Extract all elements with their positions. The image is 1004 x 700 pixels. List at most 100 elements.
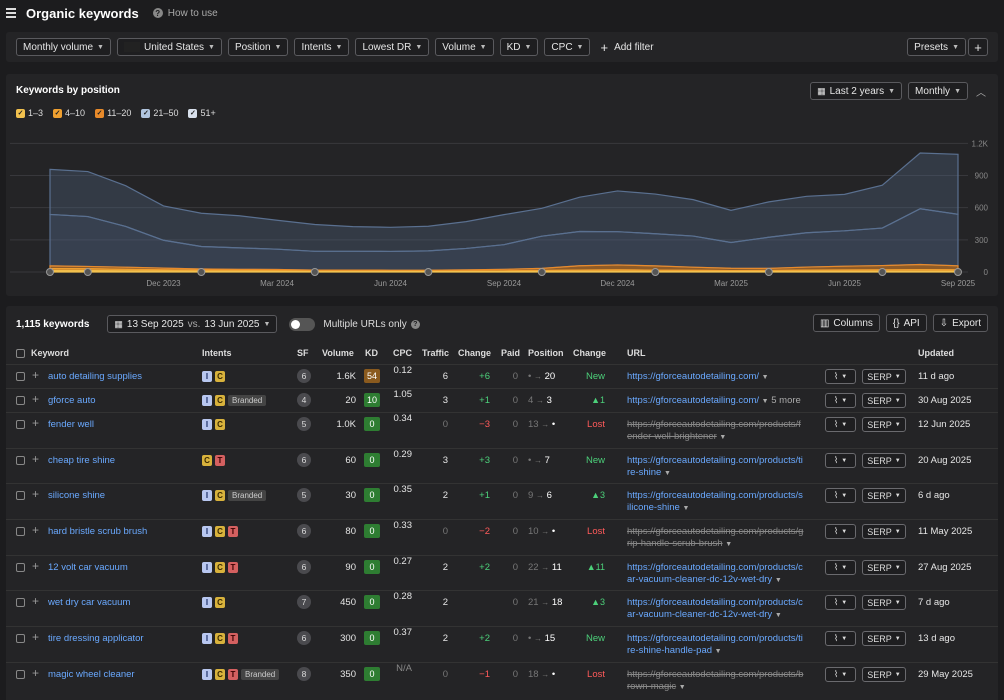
keyword-link[interactable]: cheap tire shine xyxy=(48,455,116,466)
annotation-marker[interactable] xyxy=(310,268,319,276)
collapse-chevron-icon[interactable]: ︿ xyxy=(976,88,986,99)
trend-chart-button[interactable]: ⌇ ▼ xyxy=(825,595,856,610)
select-all-checkbox[interactable] xyxy=(16,349,25,358)
compare-dates-dropdown[interactable]: ▦ 13 Sep 2025 vs. 13 Jun 2025 ▼ xyxy=(107,315,278,333)
col-cpc[interactable]: CPC xyxy=(393,348,413,358)
annotation-marker[interactable] xyxy=(83,268,92,276)
serp-button[interactable]: SERP ▼ xyxy=(862,393,906,408)
url-line-1[interactable]: https://gforceautodetailing.com/products… xyxy=(627,455,803,466)
trend-chart-button[interactable]: ⌇ ▼ xyxy=(825,453,856,468)
url-line-1[interactable]: https://gforceautodetailing.com/products… xyxy=(627,526,804,537)
url-line-1[interactable]: https://gforceautodetailing.com/ xyxy=(627,395,760,406)
annotation-marker[interactable] xyxy=(651,268,660,276)
add-to-list-icon[interactable]: + xyxy=(32,487,40,501)
row-checkbox[interactable] xyxy=(16,396,25,405)
chevron-down-icon[interactable]: ▼ xyxy=(774,577,782,584)
col-keyword[interactable]: Keyword xyxy=(31,348,70,358)
col-position-change[interactable]: Change xyxy=(573,348,607,358)
add-to-list-icon[interactable]: + xyxy=(32,594,40,608)
chevron-down-icon[interactable]: ▼ xyxy=(678,684,686,691)
keyword-link[interactable]: silicone shine xyxy=(48,490,106,501)
keyword-link[interactable]: fender well xyxy=(48,419,94,430)
sf-cell[interactable]: 6 xyxy=(297,524,311,538)
chevron-down-icon[interactable]: ▼ xyxy=(719,434,727,441)
export-button[interactable]: ⇩ Export xyxy=(932,314,988,332)
interval-dropdown[interactable]: Monthly ▼ xyxy=(908,82,968,100)
add-to-list-icon[interactable]: + xyxy=(32,368,40,382)
keyword-link[interactable]: magic wheel cleaner xyxy=(48,669,135,680)
row-checkbox[interactable] xyxy=(16,634,25,643)
serp-button[interactable]: SERP ▼ xyxy=(862,524,906,539)
serp-button[interactable]: SERP ▼ xyxy=(862,417,906,432)
url-line-1[interactable]: https://gforceautodetailing.com/products… xyxy=(627,490,803,501)
keyword-link[interactable]: wet dry car vacuum xyxy=(48,597,131,608)
legend-item-0[interactable]: ✓ 1–3 xyxy=(16,108,43,118)
row-checkbox[interactable] xyxy=(16,563,25,572)
kd-filter[interactable]: KD ▼ xyxy=(499,38,539,56)
lowest-dr-filter[interactable]: Lowest DR ▼ xyxy=(355,38,430,56)
keyword-link[interactable]: 12 volt car vacuum xyxy=(48,562,128,573)
url-line-1[interactable]: https://gforceautodetailing.com/products… xyxy=(627,562,803,573)
sf-cell[interactable]: 8 xyxy=(297,667,311,681)
col-volume[interactable]: Volume xyxy=(322,348,354,358)
annotation-marker[interactable] xyxy=(46,268,54,276)
trend-chart-button[interactable]: ⌇ ▼ xyxy=(825,524,856,539)
chevron-down-icon[interactable]: ▼ xyxy=(725,541,733,548)
sf-cell[interactable]: 7 xyxy=(297,595,311,609)
url-line-2[interactable]: ar-vacuum-cleaner-dc-12v-wet-dry xyxy=(627,574,773,585)
row-checkbox[interactable] xyxy=(16,527,25,536)
row-checkbox[interactable] xyxy=(16,420,25,429)
col-intents[interactable]: Intents xyxy=(202,348,232,358)
url-line-2[interactable]: ilicone-shine xyxy=(627,502,680,513)
add-to-list-icon[interactable]: + xyxy=(32,666,40,680)
annotation-marker[interactable] xyxy=(878,268,887,276)
annotation-marker[interactable] xyxy=(197,268,206,276)
api-button[interactable]: {} API xyxy=(885,314,927,332)
serp-button[interactable]: SERP ▼ xyxy=(862,560,906,575)
volume-filter[interactable]: Volume ▼ xyxy=(435,38,494,56)
serp-button[interactable]: SERP ▼ xyxy=(862,453,906,468)
col-updated[interactable]: Updated xyxy=(918,348,954,358)
add-to-list-icon[interactable]: + xyxy=(32,630,40,644)
add-to-list-icon[interactable]: + xyxy=(32,523,40,537)
how-to-use-link[interactable]: ? How to use xyxy=(152,8,218,19)
chevron-down-icon[interactable]: ▼ xyxy=(761,374,769,381)
add-preset-button[interactable]: + xyxy=(968,38,988,56)
url-line-2[interactable]: re-shine-handle-pad xyxy=(627,645,713,656)
trend-chart-button[interactable]: ⌇ ▼ xyxy=(825,488,856,503)
row-checkbox[interactable] xyxy=(16,491,25,500)
row-checkbox[interactable] xyxy=(16,456,25,465)
url-line-1[interactable]: https://gforceautodetailing.com/products… xyxy=(627,597,803,608)
legend-item-1[interactable]: ✓ 4–10 xyxy=(53,108,85,118)
col-traffic[interactable]: Traffic xyxy=(422,348,450,358)
sf-cell[interactable]: 6 xyxy=(297,369,311,383)
cpc-filter[interactable]: CPC ▼ xyxy=(544,38,591,56)
row-checkbox[interactable] xyxy=(16,598,25,607)
country-dropdown[interactable]: United States ▼ xyxy=(116,38,222,56)
sf-cell[interactable]: 5 xyxy=(297,417,311,431)
serp-button[interactable]: SERP ▼ xyxy=(862,595,906,610)
row-checkbox[interactable] xyxy=(16,372,25,381)
sf-cell[interactable]: 4 xyxy=(297,393,311,407)
date-range-dropdown[interactable]: ▦ Last 2 years ▼ xyxy=(810,82,903,100)
legend-item-2[interactable]: ✓ 11–20 xyxy=(95,108,131,118)
add-filter-button[interactable]: + Add filter xyxy=(596,40,653,55)
hamburger-menu-icon[interactable] xyxy=(6,8,18,18)
legend-item-3[interactable]: ✓ 21–50 xyxy=(141,108,178,118)
trend-chart-button[interactable]: ⌇ ▼ xyxy=(825,631,856,646)
url-line-1[interactable]: https://gforceautodetailing.com/products… xyxy=(627,419,801,430)
keyword-link[interactable]: tire dressing applicator xyxy=(48,633,144,644)
monthly-volume-dropdown[interactable]: Monthly volume ▼ xyxy=(16,38,111,56)
col-position[interactable]: Position xyxy=(528,348,564,358)
col-traffic-change[interactable]: Change xyxy=(458,348,492,358)
sf-cell[interactable]: 6 xyxy=(297,631,311,645)
intents-filter[interactable]: Intents ▼ xyxy=(294,38,350,56)
serp-button[interactable]: SERP ▼ xyxy=(862,631,906,646)
more-urls[interactable]: 5 more xyxy=(771,395,801,406)
keyword-link[interactable]: auto detailing supplies xyxy=(48,371,143,382)
url-line-2[interactable]: re-shine xyxy=(627,467,662,478)
col-kd[interactable]: KD xyxy=(365,348,378,358)
serp-button[interactable]: SERP ▼ xyxy=(862,369,906,384)
row-checkbox[interactable] xyxy=(16,670,25,679)
serp-button[interactable]: SERP ▼ xyxy=(862,488,906,503)
